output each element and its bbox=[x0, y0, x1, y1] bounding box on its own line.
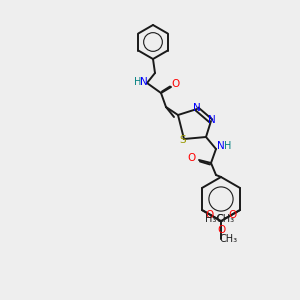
Text: O: O bbox=[188, 153, 196, 163]
Text: S: S bbox=[180, 135, 186, 145]
Text: H: H bbox=[224, 141, 232, 151]
Text: CH₃: CH₃ bbox=[217, 214, 235, 224]
Text: CH₃: CH₃ bbox=[220, 234, 238, 244]
Text: O: O bbox=[228, 209, 236, 220]
Text: O: O bbox=[172, 79, 180, 89]
Text: N: N bbox=[208, 115, 216, 125]
Text: H: H bbox=[134, 77, 142, 87]
Text: O: O bbox=[217, 225, 225, 235]
Text: O: O bbox=[206, 209, 214, 220]
Text: N: N bbox=[193, 103, 201, 113]
Text: H₃C: H₃C bbox=[206, 214, 224, 224]
Text: N: N bbox=[140, 77, 148, 87]
Text: N: N bbox=[217, 141, 225, 151]
